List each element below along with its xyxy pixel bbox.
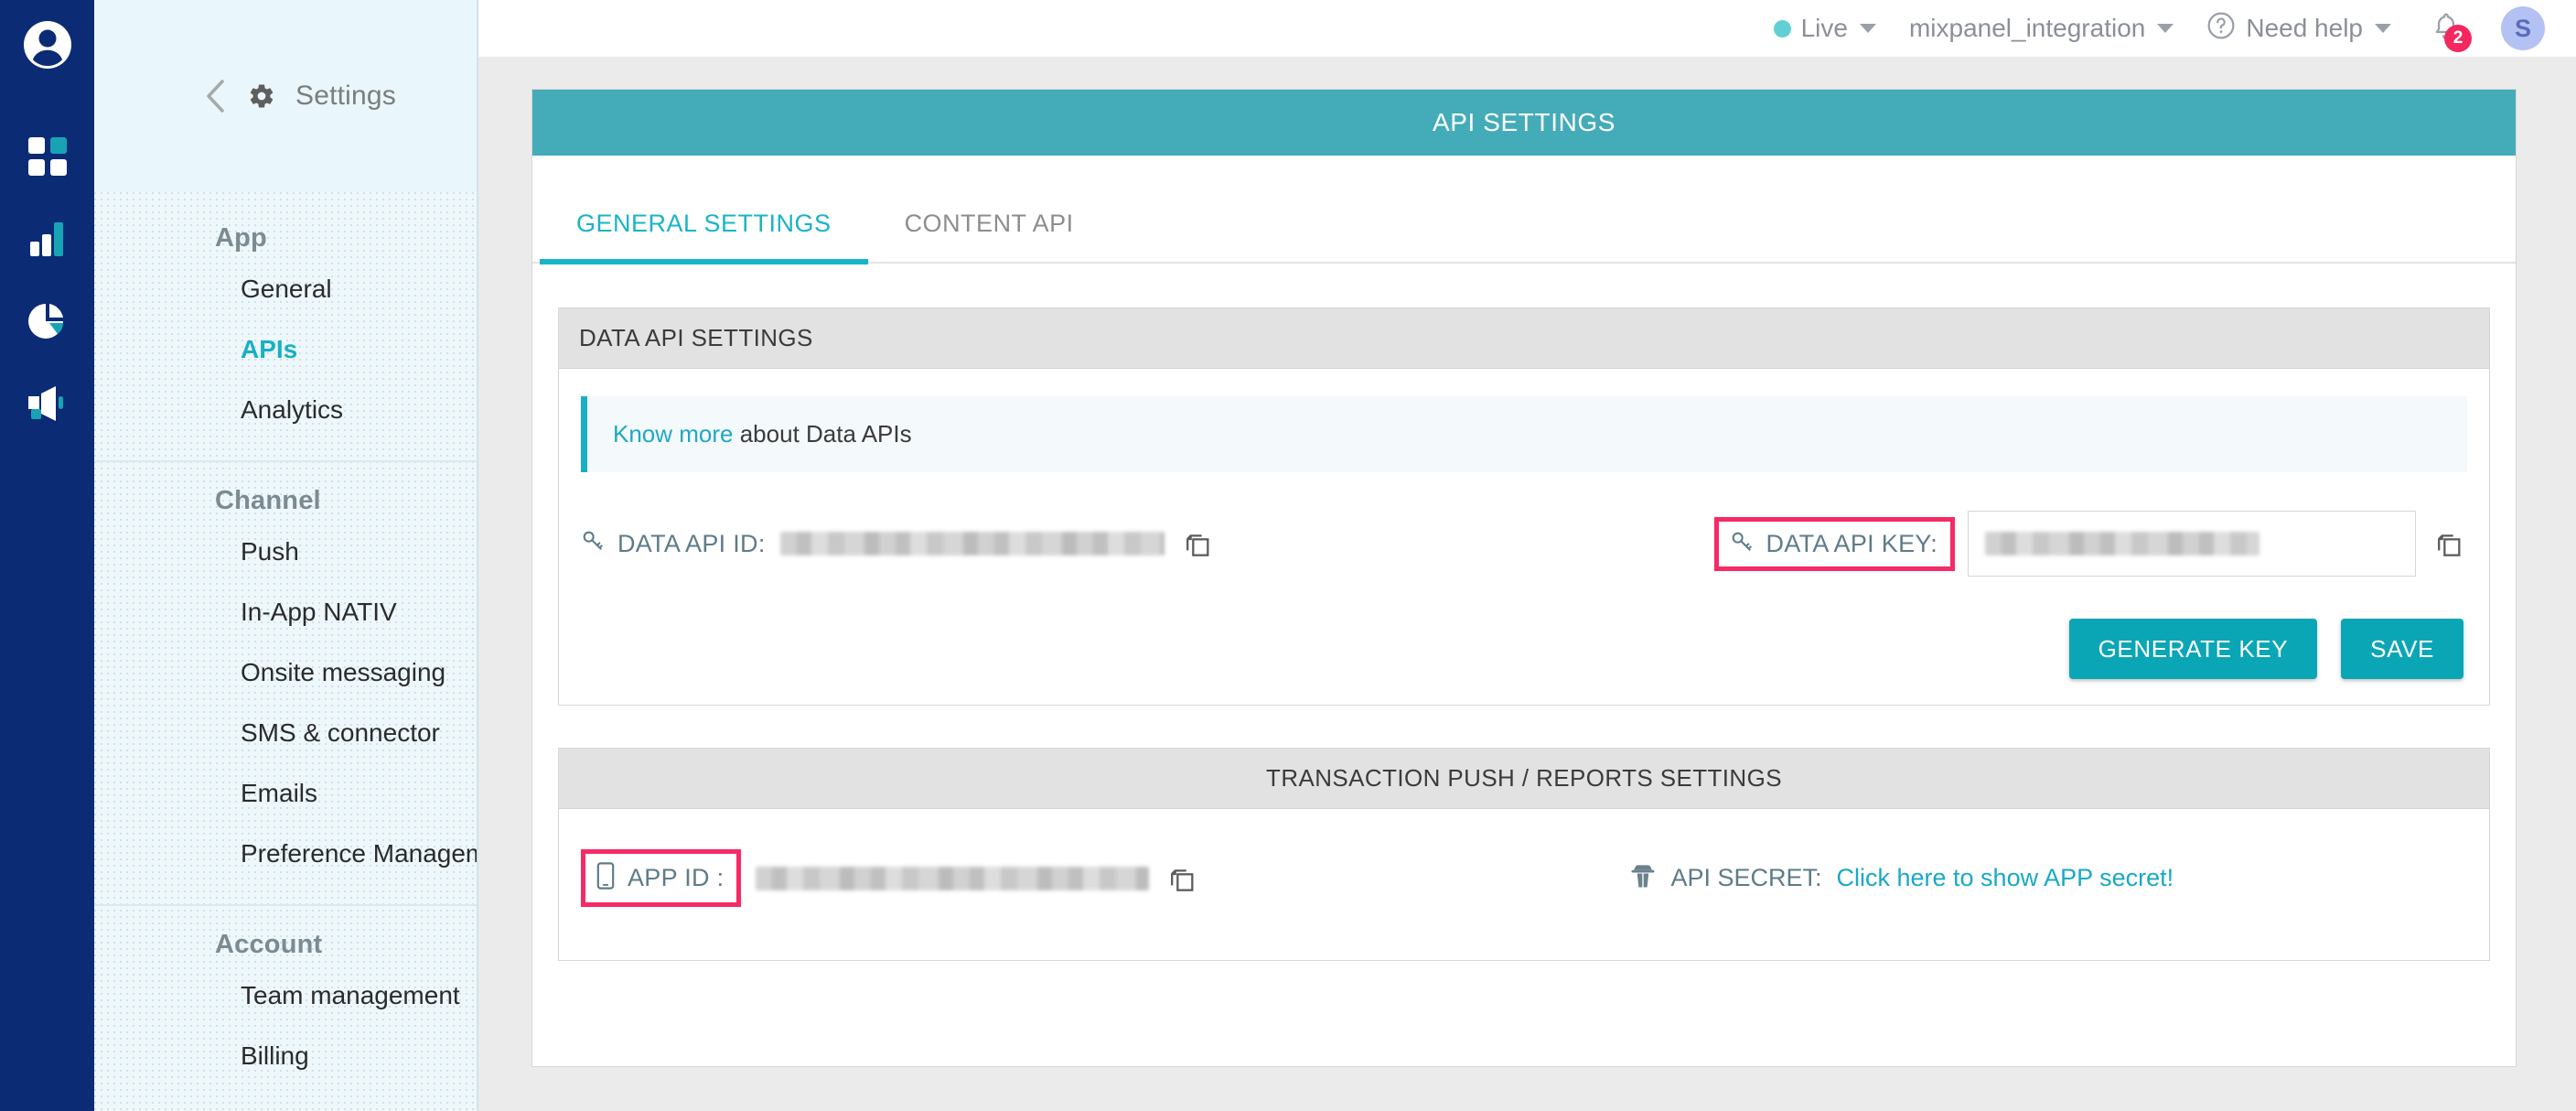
- section-body-transaction-push: APP ID :: [559, 809, 2489, 960]
- notice-text: about Data APIs: [733, 420, 912, 448]
- top-bar: Live mixpanel_integration Need help 2: [478, 0, 2576, 57]
- section-title-data-api: DATA API SETTINGS: [559, 308, 2489, 369]
- tab-general-settings[interactable]: GENERAL SETTINGS: [540, 210, 868, 264]
- section-title-transaction-push: TRANSACTION PUSH / REPORTS SETTINGS: [559, 749, 2489, 809]
- sidebar-nav: App General APIs Analytics Channel Push …: [94, 192, 477, 1111]
- data-api-key-input[interactable]: [1968, 511, 2416, 577]
- sidebar-title: Settings: [295, 81, 396, 111]
- data-api-id-label: DATA API ID:: [617, 529, 766, 557]
- nav-group-title-channel: Channel: [215, 486, 321, 515]
- data-api-id-value: [779, 532, 1165, 556]
- know-more-link[interactable]: Know more: [613, 420, 734, 448]
- gear-icon: [248, 82, 275, 110]
- copy-app-id-button[interactable]: [1164, 860, 1200, 897]
- nav-group-account: Account Team management Billing: [94, 904, 477, 1086]
- nav-group-app: App General APIs Analytics: [94, 223, 477, 440]
- sidebar-item-preference-management[interactable]: Preference Management: [241, 839, 477, 868]
- data-api-key-label: DATA API KEY:: [1766, 529, 1937, 557]
- notification-badge: 2: [2444, 25, 2472, 52]
- sidebar-item-push[interactable]: Push: [241, 537, 299, 566]
- app-id-highlight-box: APP ID :: [581, 849, 742, 907]
- data-api-key-highlight-box: DATA API KEY:: [1713, 516, 1955, 571]
- live-status-dot: [1773, 19, 1791, 38]
- sidebar-item-analytics[interactable]: Analytics: [241, 395, 344, 424]
- spy-icon: [1630, 862, 1656, 894]
- project-name-label: mixpanel_integration: [1908, 14, 2146, 42]
- api-secret-field: API SECRET: Click here to show APP secre…: [1630, 862, 2174, 894]
- nav-group-title-app: App: [215, 223, 267, 253]
- data-api-notice: Know more about Data APIs: [581, 396, 2467, 472]
- data-api-actions: GENERATE KEY SAVE: [581, 619, 2467, 679]
- chevron-left-icon[interactable]: [204, 78, 228, 114]
- main-area: Live mixpanel_integration Need help 2: [478, 0, 2576, 1111]
- data-api-key-field: DATA API KEY:: [1713, 511, 2467, 577]
- chevron-down-icon: [2157, 24, 2174, 33]
- pie-chart-icon[interactable]: [19, 293, 76, 350]
- project-selector-dropdown[interactable]: mixpanel_integration: [1909, 14, 2174, 43]
- help-circle-icon: [2206, 11, 2236, 47]
- copy-data-api-id-button[interactable]: [1179, 525, 1216, 562]
- section-body-data-api: Know more about Data APIs DATA API ID:: [559, 369, 2489, 705]
- data-api-key-value: [1985, 532, 2259, 556]
- sidebar-item-apis[interactable]: APIs: [241, 335, 298, 363]
- api-credentials-row: DATA API ID:: [581, 511, 2467, 577]
- api-secret-label: API SECRET:: [1670, 864, 1822, 891]
- dashboard-grid-icon[interactable]: [19, 128, 76, 185]
- sidebar-header: Settings: [94, 0, 477, 192]
- data-api-id-label-group: DATA API ID:: [581, 529, 766, 559]
- live-status-label: Live: [1800, 14, 1848, 42]
- app-id-field: APP ID :: [581, 849, 1200, 907]
- sidebar-item-onsite-messaging[interactable]: Onsite messaging: [241, 658, 446, 686]
- need-help-dropdown[interactable]: Need help: [2206, 11, 2391, 47]
- show-app-secret-link[interactable]: Click here to show APP secret!: [1836, 864, 2174, 891]
- sidebar-item-team-management[interactable]: Team management: [241, 981, 460, 1009]
- copy-data-api-key-button[interactable]: [2431, 525, 2467, 562]
- sidebar-item-emails[interactable]: Emails: [241, 779, 318, 807]
- nav-group-title-account: Account: [215, 930, 323, 959]
- tab-bar: GENERAL SETTINGS CONTENT API: [532, 156, 2516, 264]
- key-icon: [581, 529, 605, 559]
- live-status-dropdown[interactable]: Live: [1773, 14, 1876, 43]
- section-transaction-push: TRANSACTION PUSH / REPORTS SETTINGS APP …: [558, 748, 2490, 961]
- mobile-phone-icon: [596, 862, 615, 894]
- notifications-button[interactable]: 2: [2424, 6, 2472, 52]
- app-id-value: [756, 866, 1150, 890]
- card-title: API SETTINGS: [532, 90, 2516, 156]
- need-help-label: Need help: [2246, 14, 2363, 42]
- user-avatar-icon[interactable]: [19, 16, 76, 73]
- tab-content-api[interactable]: CONTENT API: [904, 210, 1074, 237]
- app-id-label: APP ID :: [628, 864, 724, 891]
- icon-rail: [0, 0, 94, 1111]
- chevron-down-icon: [1859, 24, 1876, 33]
- sidebar-item-in-app-nativ[interactable]: In-App NATIV: [241, 598, 397, 626]
- key-icon: [1730, 530, 1754, 558]
- sidebar-item-billing[interactable]: Billing: [241, 1041, 309, 1070]
- data-api-id-field: DATA API ID:: [581, 525, 1216, 562]
- chevron-down-icon: [2375, 24, 2391, 33]
- section-data-api-settings: DATA API SETTINGS Know more about Data A…: [558, 307, 2490, 706]
- user-avatar[interactable]: S: [2501, 6, 2545, 50]
- content-canvas: API SETTINGS GENERAL SETTINGS CONTENT AP…: [478, 57, 2576, 1111]
- nav-group-channel: Channel Push In-App NATIV Onsite messagi…: [94, 460, 477, 884]
- panel-general-settings: DATA API SETTINGS Know more about Data A…: [532, 264, 2516, 1066]
- settings-sidebar: Settings App General APIs Analytics Chan…: [94, 0, 478, 1111]
- bar-chart-icon[interactable]: [19, 210, 76, 267]
- sidebar-item-sms-connector[interactable]: SMS & connector: [241, 718, 440, 747]
- generate-key-button[interactable]: GENERATE KEY: [2068, 619, 2318, 679]
- save-button[interactable]: SAVE: [2341, 619, 2463, 679]
- sidebar-item-general[interactable]: General: [241, 275, 332, 303]
- megaphone-icon[interactable]: [19, 375, 76, 432]
- api-settings-card: API SETTINGS GENERAL SETTINGS CONTENT AP…: [531, 89, 2517, 1067]
